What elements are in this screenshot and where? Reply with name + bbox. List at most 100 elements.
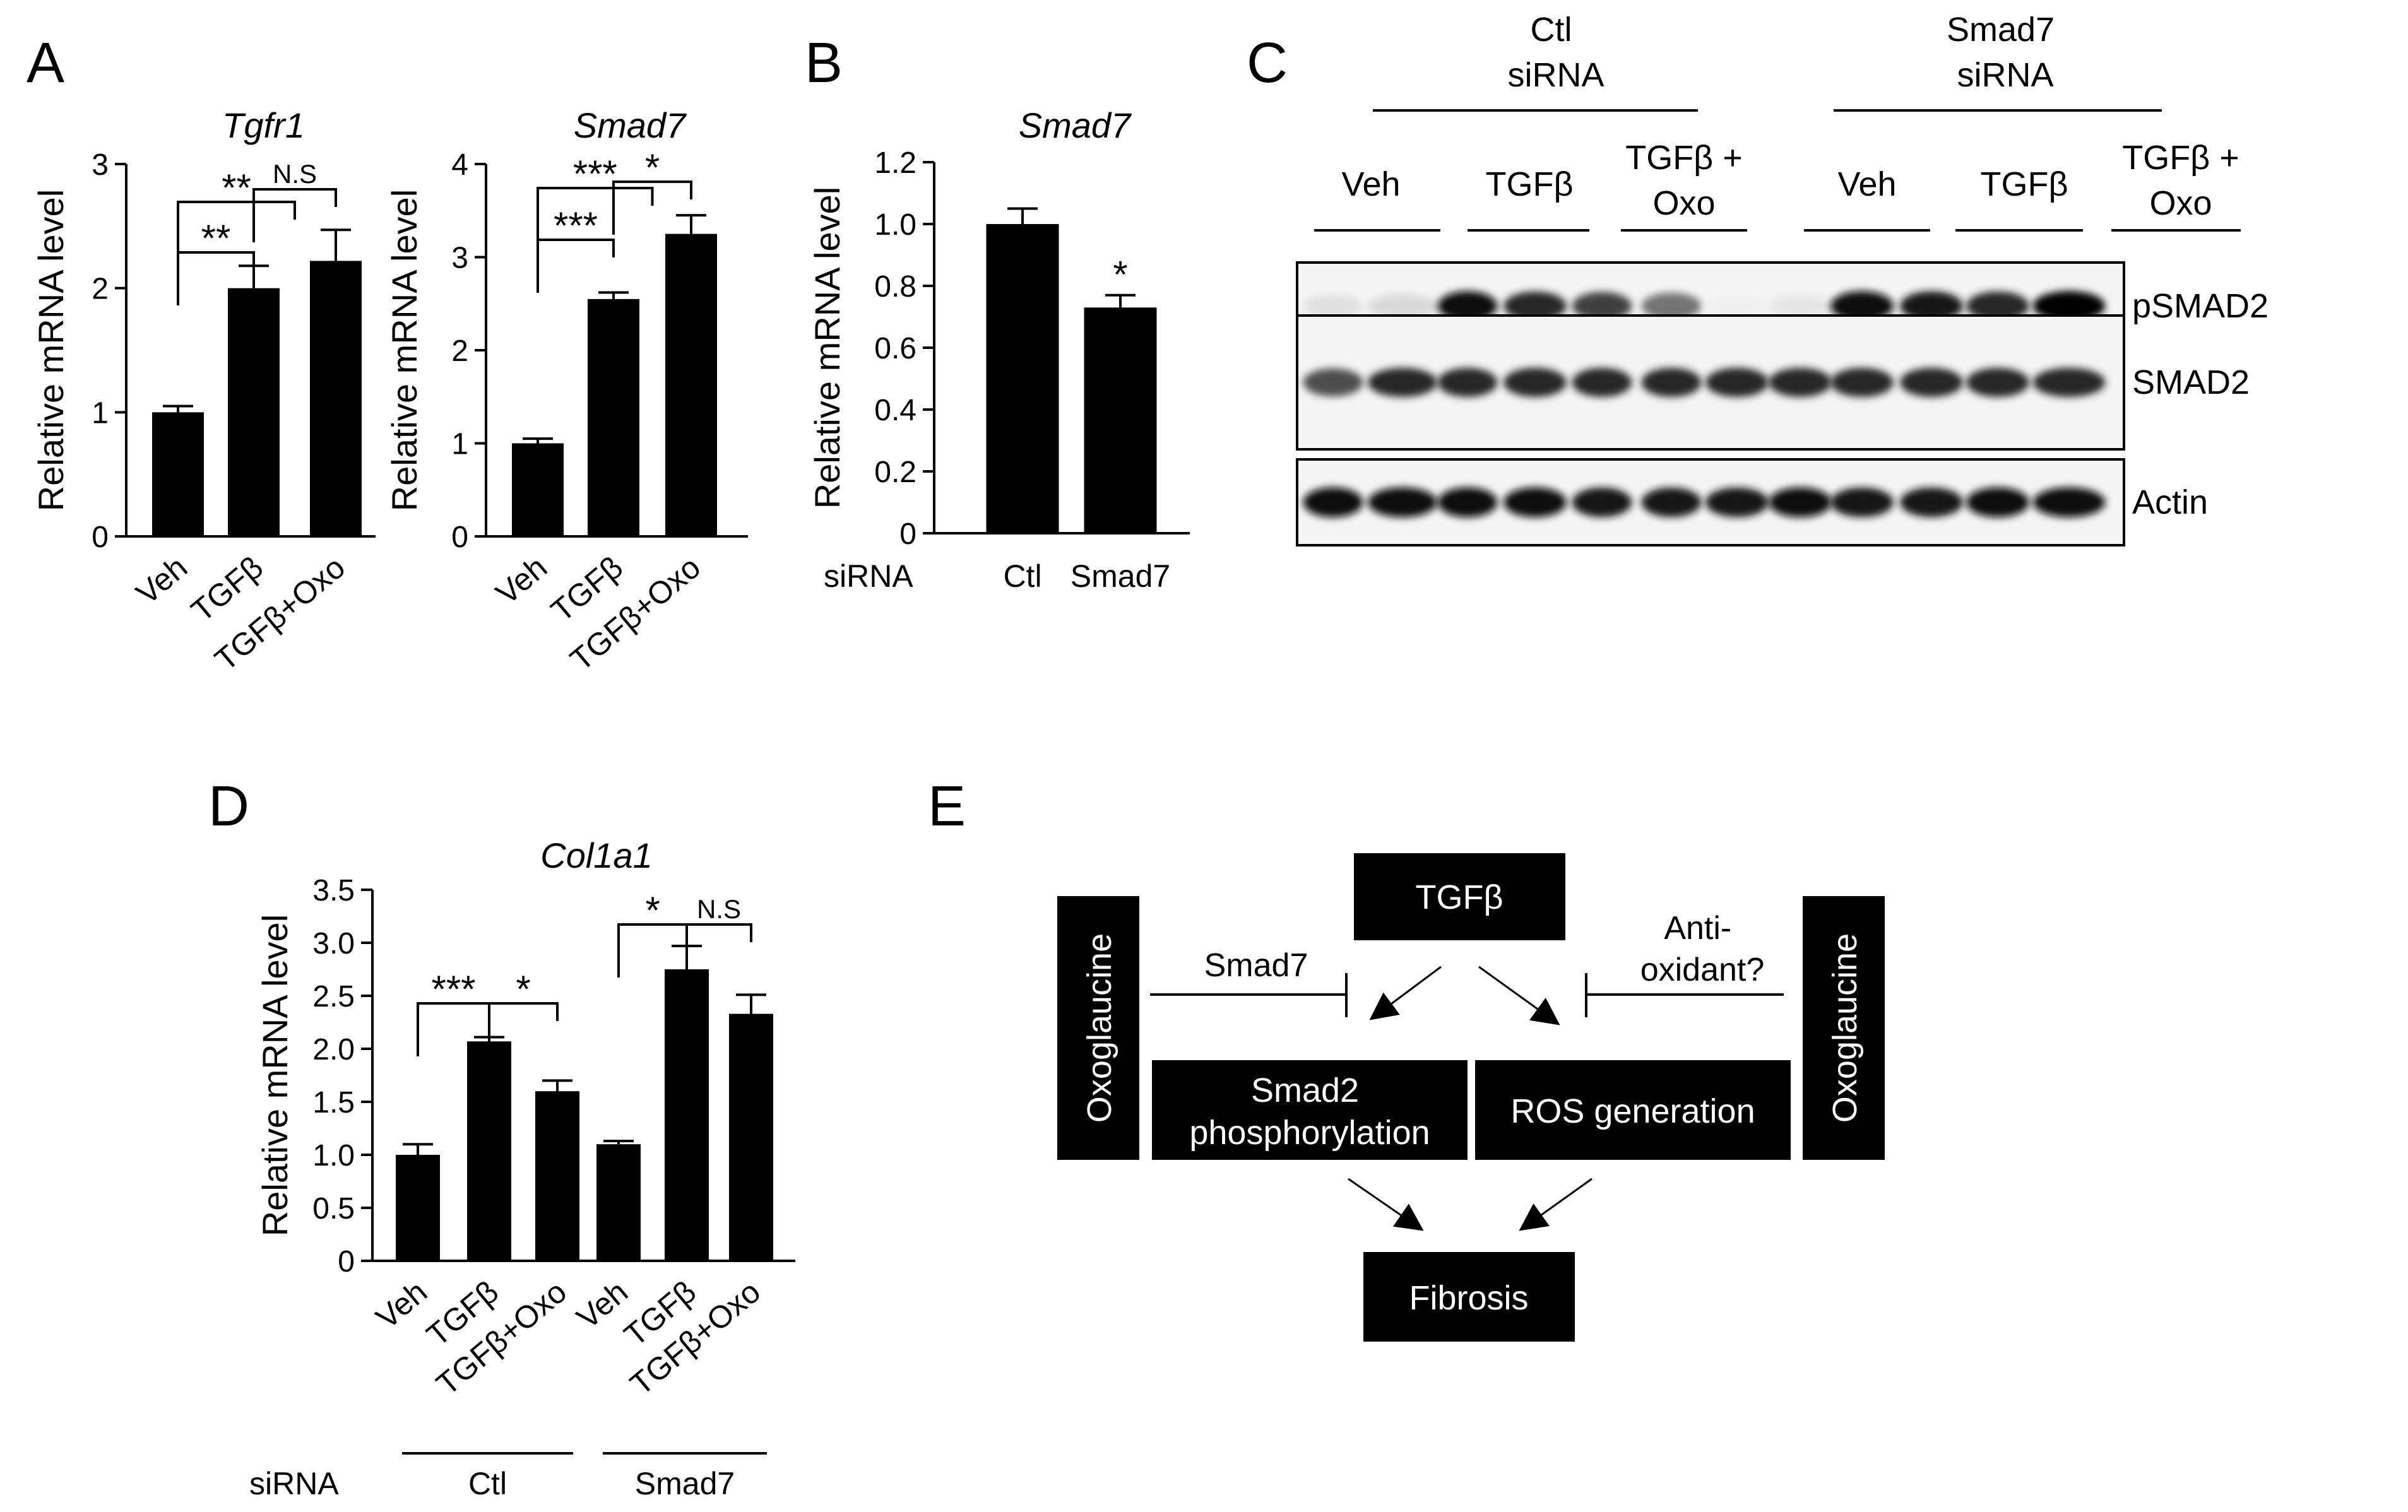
blot-condition-label: Veh	[1837, 165, 1896, 203]
western-blot: Ctl siRNA Smad7 siRNA Veh TGFβ TGFβ + Oxo Ve…	[1296, 11, 2269, 546]
category-label: Smad7	[1071, 558, 1170, 594]
blot-condition-line: TGFβ +	[2122, 139, 2239, 177]
significance-label: **	[201, 217, 231, 259]
category-label: Veh	[489, 550, 554, 611]
bar	[535, 1091, 579, 1261]
y-tick-label: 0	[451, 521, 468, 554]
antioxidant-inhibitor-label: Anti- oxidant?	[1640, 910, 1765, 988]
bar	[152, 412, 204, 536]
group-name: Smad7	[635, 1466, 735, 1501]
significance-bracket	[252, 188, 337, 242]
blot-group-ctl-line1: Ctl	[1530, 11, 1572, 49]
significance-label: ***	[573, 153, 617, 195]
blot-band	[1641, 292, 1702, 320]
blot-condition-label: TGFβ	[1980, 165, 2068, 203]
bar	[1084, 307, 1157, 533]
oxoglaucine-box-right	[1803, 896, 1885, 1160]
blot-band	[1437, 291, 1498, 321]
blot-band	[1900, 487, 1963, 517]
chart-title: Smad7	[1019, 105, 1132, 145]
y-tick-label: 0.4	[874, 394, 916, 427]
y-tick-label: 1.0	[312, 1139, 355, 1172]
chart-title: Tgfr1	[222, 105, 305, 145]
blot-band	[1830, 291, 1894, 321]
tgfb-box-label: TGFβ	[1415, 878, 1503, 916]
blot-band	[1303, 368, 1363, 397]
bar	[729, 1013, 773, 1261]
panel-label-e: E	[928, 775, 966, 838]
blot-condition-label: Veh	[1341, 165, 1400, 203]
y-tick-label: 4	[451, 148, 468, 182]
smad2-phosphorylation-box	[1152, 1060, 1468, 1160]
blot-band	[1504, 291, 1567, 321]
blot-condition-label: TGFβ + Oxo	[1625, 139, 1743, 222]
blot-band	[1368, 487, 1437, 517]
blot-band	[1966, 291, 2029, 321]
blot-band	[1504, 487, 1567, 517]
fibrosis-label: Fibrosis	[1409, 1279, 1528, 1317]
bar	[665, 233, 717, 536]
y-tick-label: 1	[451, 428, 468, 461]
y-tick-label: 2.0	[312, 1033, 355, 1066]
y-tick-label: 0.2	[874, 456, 916, 489]
blot-band	[1705, 367, 1769, 398]
arrow-ros-to-fibrosis	[1519, 1178, 1592, 1231]
blot-condition-line: Oxo	[2149, 184, 2212, 222]
y-axis-label: Relative mRNA level	[384, 189, 424, 511]
significance-label: *	[645, 146, 660, 189]
y-tick-label: 2	[92, 273, 109, 306]
y-tick-label: 1.5	[312, 1086, 355, 1119]
blot-band	[1368, 367, 1437, 398]
blot-band	[2032, 291, 2106, 321]
smad2-phosphorylation-line1: Smad2	[1251, 1072, 1359, 1109]
blot-band	[1641, 487, 1702, 517]
bar	[512, 443, 564, 536]
significance-bracket	[612, 180, 692, 235]
blot-band	[1769, 487, 1832, 517]
smad2-phosphorylation-line2: phosphorylation	[1189, 1114, 1430, 1152]
blot-band	[1830, 487, 1894, 517]
oxoglaucine-label-left: Oxoglaucine	[1081, 933, 1118, 1123]
bar	[228, 288, 280, 536]
y-axis-label: Relative mRNA level	[31, 189, 71, 511]
y-tick-label: 1	[92, 396, 109, 430]
y-tick-label: 0	[92, 521, 109, 554]
oxoglaucine-box-left	[1057, 896, 1139, 1160]
blot-band	[1504, 367, 1567, 398]
y-tick-label: 0.8	[874, 270, 916, 304]
y-tick-label: 0	[338, 1245, 355, 1279]
pathway-schematic: TGFβ Oxoglaucine Oxoglaucine Smad2 phosp…	[1057, 853, 1885, 1342]
antioxidant-line2: oxidant?	[1640, 952, 1765, 988]
significance-label: ***	[431, 968, 475, 1010]
significance-label: *	[1113, 254, 1127, 296]
significance-label: *	[645, 889, 660, 931]
panel-label-d: D	[208, 775, 249, 838]
blot-condition-label: TGFβ + Oxo	[2122, 139, 2239, 222]
blot-band	[1900, 367, 1963, 398]
blot-band	[1705, 487, 1769, 517]
significance-bracket	[537, 187, 654, 241]
blot-condition-line: Veh	[1341, 165, 1400, 203]
blot-row-label: pSMAD2	[2132, 287, 2269, 325]
blot-band	[1769, 294, 1832, 318]
significance-bracket	[177, 251, 255, 305]
blot-band	[1572, 367, 1632, 398]
blot-band	[1830, 367, 1894, 398]
tgfb-box	[1354, 853, 1565, 940]
bar	[986, 224, 1059, 533]
bar	[596, 1144, 641, 1261]
bar	[665, 969, 709, 1261]
blot-group-smad7: Smad7 siRNA	[1947, 11, 2064, 94]
antioxidant-line1: Anti-	[1664, 910, 1731, 947]
significance-bracket	[685, 923, 752, 977]
significance-bracket	[177, 201, 296, 255]
y-tick-label: 1.0	[874, 208, 916, 242]
blot-condition-label: TGFβ	[1485, 165, 1573, 203]
panel-label-c: C	[1247, 32, 1288, 95]
ros-generation-label: ROS generation	[1510, 1092, 1755, 1130]
blot-band	[1437, 367, 1498, 398]
blot-group-ctl-line2: siRNA	[1507, 56, 1604, 94]
blot-band	[1572, 487, 1632, 517]
